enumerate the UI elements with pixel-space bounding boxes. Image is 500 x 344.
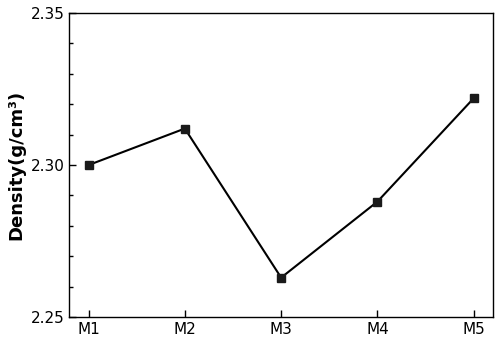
Y-axis label: Density(g/cm³): Density(g/cm³) [7, 90, 25, 240]
